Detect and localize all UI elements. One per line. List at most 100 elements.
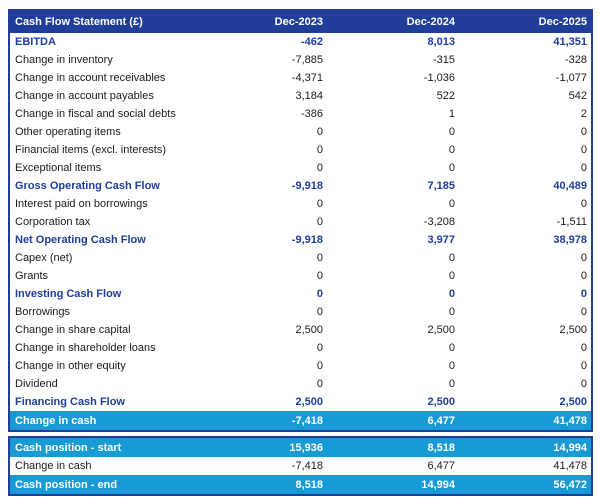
row-value: 0 [448, 342, 455, 354]
row-label: Cash position - start [15, 441, 122, 454]
row-value: -9,918 [291, 234, 323, 246]
table-row: Borrowings 0 0 0 [10, 303, 591, 321]
row-value: -1,511 [556, 216, 587, 228]
row-value: 0 [316, 144, 323, 156]
row-value: 40,489 [553, 180, 587, 192]
row-value: -462 [300, 36, 323, 48]
row-value: 0 [580, 252, 587, 264]
table-row: Exceptional items 0 0 0 [10, 159, 591, 177]
table-header-row: Cash Flow Statement (£) Dec-2023 Dec-202… [10, 11, 591, 33]
row-value: 0 [580, 342, 587, 354]
table-row: Change in account receivables -4,371 -1,03… [10, 69, 591, 87]
row-value: 0 [580, 288, 587, 300]
table-row: Cash position - start 15,936 8,518 14,994 [10, 438, 591, 457]
row-value: 41,351 [553, 36, 587, 48]
table-row: Net Operating Cash Flow -9,918 3,977 38,978 [10, 231, 591, 249]
row-value: 0 [580, 144, 587, 156]
row-value: 0 [316, 378, 323, 390]
row-value: -386 [300, 108, 323, 120]
row-value: -7,418 [291, 460, 323, 472]
row-value: 0 [316, 342, 323, 354]
row-value: 2,500 [427, 324, 455, 336]
row-value: 14,994 [553, 441, 587, 454]
row-value: 0 [580, 360, 587, 372]
row-value: 522 [436, 90, 455, 102]
row-value: 38,978 [553, 234, 587, 246]
row-value: 6,477 [427, 414, 455, 427]
row-value: -1,077 [555, 72, 587, 84]
row-value: -7,418 [291, 414, 323, 427]
table-row: Dividend 0 0 0 [10, 375, 591, 393]
row-value: 0 [580, 198, 587, 210]
row-value: -328 [564, 54, 587, 66]
row-label: Other operating items [15, 126, 121, 138]
row-value: -3,208 [423, 216, 455, 228]
row-value: 8,518 [427, 441, 455, 454]
table-row: Cash position - end 8,518 14,994 56,472 [10, 475, 591, 494]
table-row: Change in cash -7,418 6,477 41,478 [10, 457, 591, 475]
row-label: Change in inventory [15, 54, 113, 66]
row-value: 0 [316, 216, 323, 228]
row-value: 0 [448, 378, 455, 390]
row-label: Dividend [15, 378, 58, 390]
row-value: 0 [580, 306, 587, 318]
row-label: Borrowings [15, 306, 71, 318]
row-value: 0 [316, 162, 323, 174]
table-title: Cash Flow Statement (£) [15, 16, 143, 28]
table-row: Change in shareholder loans 0 0 0 [10, 339, 591, 357]
column-header-dec-2025: Dec-2025 [538, 16, 587, 28]
row-value: 56,472 [553, 478, 587, 491]
row-label: Change in account payables [15, 90, 154, 102]
row-value: 0 [316, 360, 323, 372]
row-value: -4,371 [291, 72, 323, 84]
row-value: 3,977 [427, 234, 455, 246]
row-value: 0 [316, 288, 323, 300]
row-value: 0 [580, 162, 587, 174]
row-label: Change in other equity [15, 360, 126, 372]
row-value: 0 [448, 162, 455, 174]
row-value: 2,500 [295, 396, 323, 408]
row-label: Gross Operating Cash Flow [15, 180, 160, 192]
table-row: EBITDA -462 8,013 41,351 [10, 33, 591, 51]
row-label: Corporation tax [15, 216, 91, 228]
row-value: 0 [448, 360, 455, 372]
row-value: 0 [316, 198, 323, 210]
cash-position-summary-table: Cash position - start 15,936 8,518 14,994 Ch… [8, 436, 593, 496]
summary-table-body: Cash position - start 15,936 8,518 14,994 Ch… [10, 438, 591, 494]
row-value: 0 [448, 252, 455, 264]
column-header-dec-2024: Dec-2024 [406, 16, 455, 28]
table-row: Gross Operating Cash Flow -9,918 7,185 40,4… [10, 177, 591, 195]
row-label: Capex (net) [15, 252, 73, 264]
row-value: 2,500 [559, 396, 587, 408]
table-row: Change in share capital 2,500 2,500 2,500 [10, 321, 591, 339]
row-value: -315 [432, 54, 455, 66]
row-value: 3,184 [295, 90, 323, 102]
row-value: 7,185 [427, 180, 455, 192]
table-row: Change in inventory -7,885 -315 -328 [10, 51, 591, 69]
table-row: Financing Cash Flow 2,500 2,500 2,500 [10, 393, 591, 411]
row-label: Change in account receivables [15, 72, 166, 84]
row-value: 0 [580, 126, 587, 138]
row-value: 41,478 [553, 414, 587, 427]
row-value: 2,500 [559, 324, 587, 336]
table-row: Interest paid on borrowings 0 0 0 [10, 195, 591, 213]
row-value: 6,477 [427, 460, 455, 472]
table-row: Investing Cash Flow 0 0 0 [10, 285, 591, 303]
row-value: 0 [580, 378, 587, 390]
row-value: -7,885 [291, 54, 323, 66]
row-label: Interest paid on borrowings [15, 198, 148, 210]
table-row: Change in other equity 0 0 0 [10, 357, 591, 375]
cash-flow-main-table: Cash Flow Statement (£) Dec-2023 Dec-202… [8, 9, 593, 432]
row-value: 1 [448, 108, 455, 120]
row-label: Exceptional items [15, 162, 102, 174]
table-row: Capex (net) 0 0 0 [10, 249, 591, 267]
row-label: EBITDA [15, 36, 56, 48]
table-row: Financial items (excl. interests) 0 0 0 [10, 141, 591, 159]
row-value: 0 [316, 270, 323, 282]
row-value: 0 [448, 288, 455, 300]
row-value: 2,500 [295, 324, 323, 336]
row-value: 0 [448, 144, 455, 156]
row-label: Grants [15, 270, 49, 282]
row-value: 14,994 [421, 478, 455, 491]
